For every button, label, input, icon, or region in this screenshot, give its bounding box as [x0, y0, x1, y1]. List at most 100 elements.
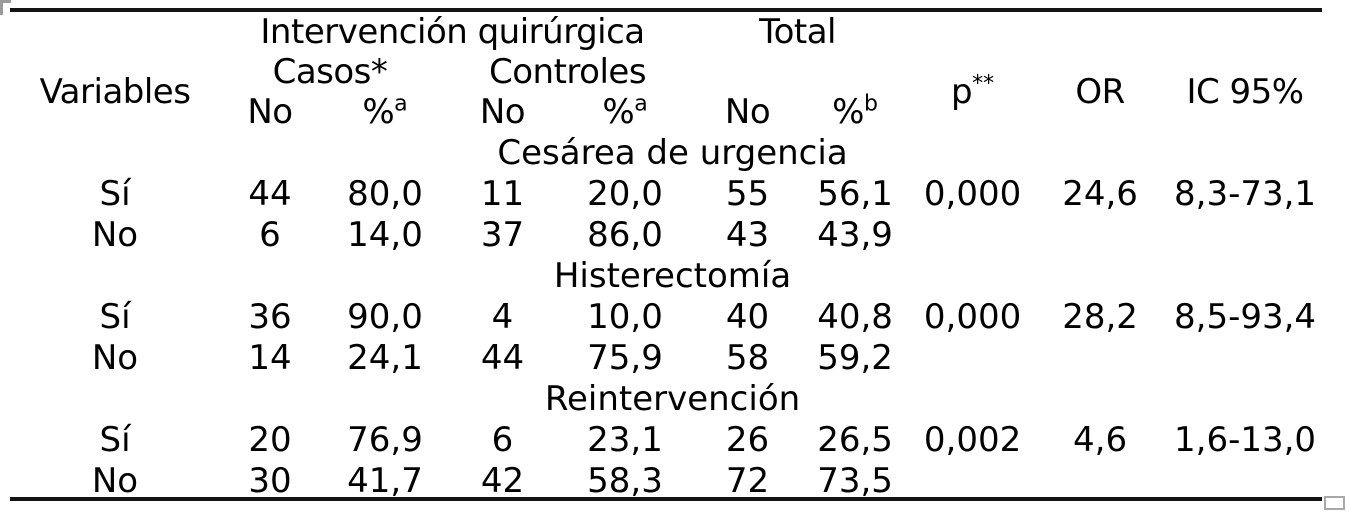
total-pct-value: 43,9: [817, 214, 893, 255]
or-value: [1040, 214, 1160, 255]
total-pct-value: 56,1: [817, 173, 893, 214]
percent-label: %: [362, 92, 395, 132]
or-value: [1040, 337, 1160, 378]
header-p-value: p**: [905, 52, 1040, 132]
casos-no-value: 44: [248, 173, 292, 214]
total-no-value: 55: [725, 173, 770, 214]
section-title-row: Cesárea de urgencia: [15, 132, 1330, 173]
total-pct-value: 26,5: [817, 419, 893, 460]
total-no-value: 58: [725, 337, 770, 378]
casos-pct-value: 24,1: [347, 337, 423, 378]
header-spacer: [15, 12, 215, 52]
controles-no-value: 4: [491, 296, 514, 337]
p-value: 0,002: [923, 419, 1022, 460]
casos-pct-value: 76,9: [347, 419, 423, 460]
ic95-value: [1160, 337, 1330, 378]
total-pct-value: 59,2: [817, 337, 893, 378]
casos-no-value: 30: [248, 460, 292, 501]
casos-no-value: 20: [248, 419, 292, 460]
controles-no-value: 6: [491, 419, 514, 460]
header-spacer: [905, 12, 1330, 52]
superscript-a: a: [394, 91, 408, 117]
ic95-value: 1,6-13,0: [1174, 419, 1317, 460]
casos-pct-value: 41,7: [347, 460, 423, 501]
controles-no-value: 37: [480, 214, 525, 255]
ic95-value: 8,5-93,4: [1174, 296, 1317, 337]
table-row: No 6 14,0 37 86,0 43 43,9: [15, 214, 1330, 255]
controles-no-value: 42: [480, 460, 525, 501]
section-title-reintervencion: Reintervención: [544, 378, 801, 419]
header-ic95: IC 95%: [1186, 72, 1304, 112]
casos-pct-value: 90,0: [347, 296, 423, 337]
casos-no-value: 14: [248, 337, 292, 378]
header-spacer: [690, 52, 905, 92]
header-total-no: No: [724, 92, 771, 132]
table-row: No 14 24,1 44 75,9 58 59,2: [15, 337, 1330, 378]
header-controles: Controles: [489, 52, 647, 92]
header-casos-pct: %a: [325, 92, 445, 132]
section-title-cesarea: Cesárea de urgencia: [497, 132, 848, 173]
controles-pct-value: 23,1: [587, 419, 663, 460]
selection-handle-bottom-right: [1324, 496, 1345, 510]
ic95-value: [1160, 214, 1330, 255]
row-label: No: [91, 337, 139, 378]
or-value: 24,6: [1062, 173, 1138, 214]
p-value: 0,000: [923, 173, 1022, 214]
superscript-b: b: [863, 91, 878, 117]
section-title-row: Reintervención: [15, 378, 1330, 419]
casos-no-value: 36: [248, 296, 292, 337]
or-value: [1040, 460, 1160, 501]
p-value: [905, 214, 1040, 255]
total-pct-value: 73,5: [817, 460, 893, 501]
header-subcolumn-row: No %a No %a No %b: [15, 92, 1330, 132]
percent-label: %: [602, 92, 635, 132]
casos-pct-value: 80,0: [347, 173, 423, 214]
total-no-value: 43: [725, 214, 770, 255]
controles-pct-value: 20,0: [587, 173, 663, 214]
controles-pct-value: 58,3: [587, 460, 663, 501]
statistics-table: Intervención quirúrgica Total Variables …: [15, 12, 1330, 501]
casos-no-value: 6: [259, 214, 281, 255]
p-value: [905, 337, 1040, 378]
controles-pct-value: 10,0: [587, 296, 663, 337]
superscript-a: a: [634, 91, 648, 117]
ic95-value: 8,3-73,1: [1174, 173, 1317, 214]
table-row: Sí 36 90,0 4 10,0 40 40,8 0,000 28,2 8,5…: [15, 296, 1330, 337]
table-row: Sí 44 80,0 11 20,0 55 56,1 0,000 24,6 8,…: [15, 173, 1330, 214]
total-no-value: 72: [725, 460, 770, 501]
header-total: Total: [759, 12, 836, 52]
row-label: Sí: [99, 419, 131, 460]
row-label: No: [91, 214, 139, 255]
casos-pct-value: 14,0: [347, 214, 423, 255]
table-row: No 30 41,7 42 58,3 72 73,5: [15, 460, 1330, 501]
selection-handle-top-left: [0, 0, 11, 15]
table-row: Sí 20 76,9 6 23,1 26 26,5 0,002 4,6 1,6-…: [15, 419, 1330, 460]
p-value: 0,000: [923, 296, 1022, 337]
header-column-row: Variables Casos* Controles p** OR IC 95%: [15, 52, 1330, 112]
controles-pct-value: 75,9: [587, 337, 663, 378]
header-or: OR: [1075, 72, 1125, 112]
header-controles-no: No: [479, 92, 526, 132]
header-group-row: Intervención quirúrgica Total: [15, 12, 1330, 52]
total-pct-value: 40,8: [817, 296, 893, 337]
controles-no-value: 44: [480, 337, 525, 378]
row-label: No: [91, 460, 139, 501]
p-superscript: **: [972, 71, 995, 97]
row-label: Sí: [99, 296, 131, 337]
controles-no-value: 11: [480, 173, 525, 214]
total-no-value: 26: [725, 419, 770, 460]
or-value: 4,6: [1073, 419, 1128, 460]
table-bottom-rule: [10, 497, 1322, 501]
or-value: 28,2: [1062, 296, 1138, 337]
p-value: [905, 460, 1040, 501]
total-no-value: 40: [725, 296, 770, 337]
section-title-histerectomia: Histerectomía: [553, 255, 792, 296]
p-label: p: [951, 72, 973, 112]
percent-label: %: [832, 92, 864, 132]
ic95-value: [1160, 460, 1330, 501]
controles-pct-value: 86,0: [587, 214, 663, 255]
header-casos: Casos*: [272, 52, 388, 92]
row-label: Sí: [99, 173, 131, 214]
section-title-row: Histerectomía: [15, 255, 1330, 296]
